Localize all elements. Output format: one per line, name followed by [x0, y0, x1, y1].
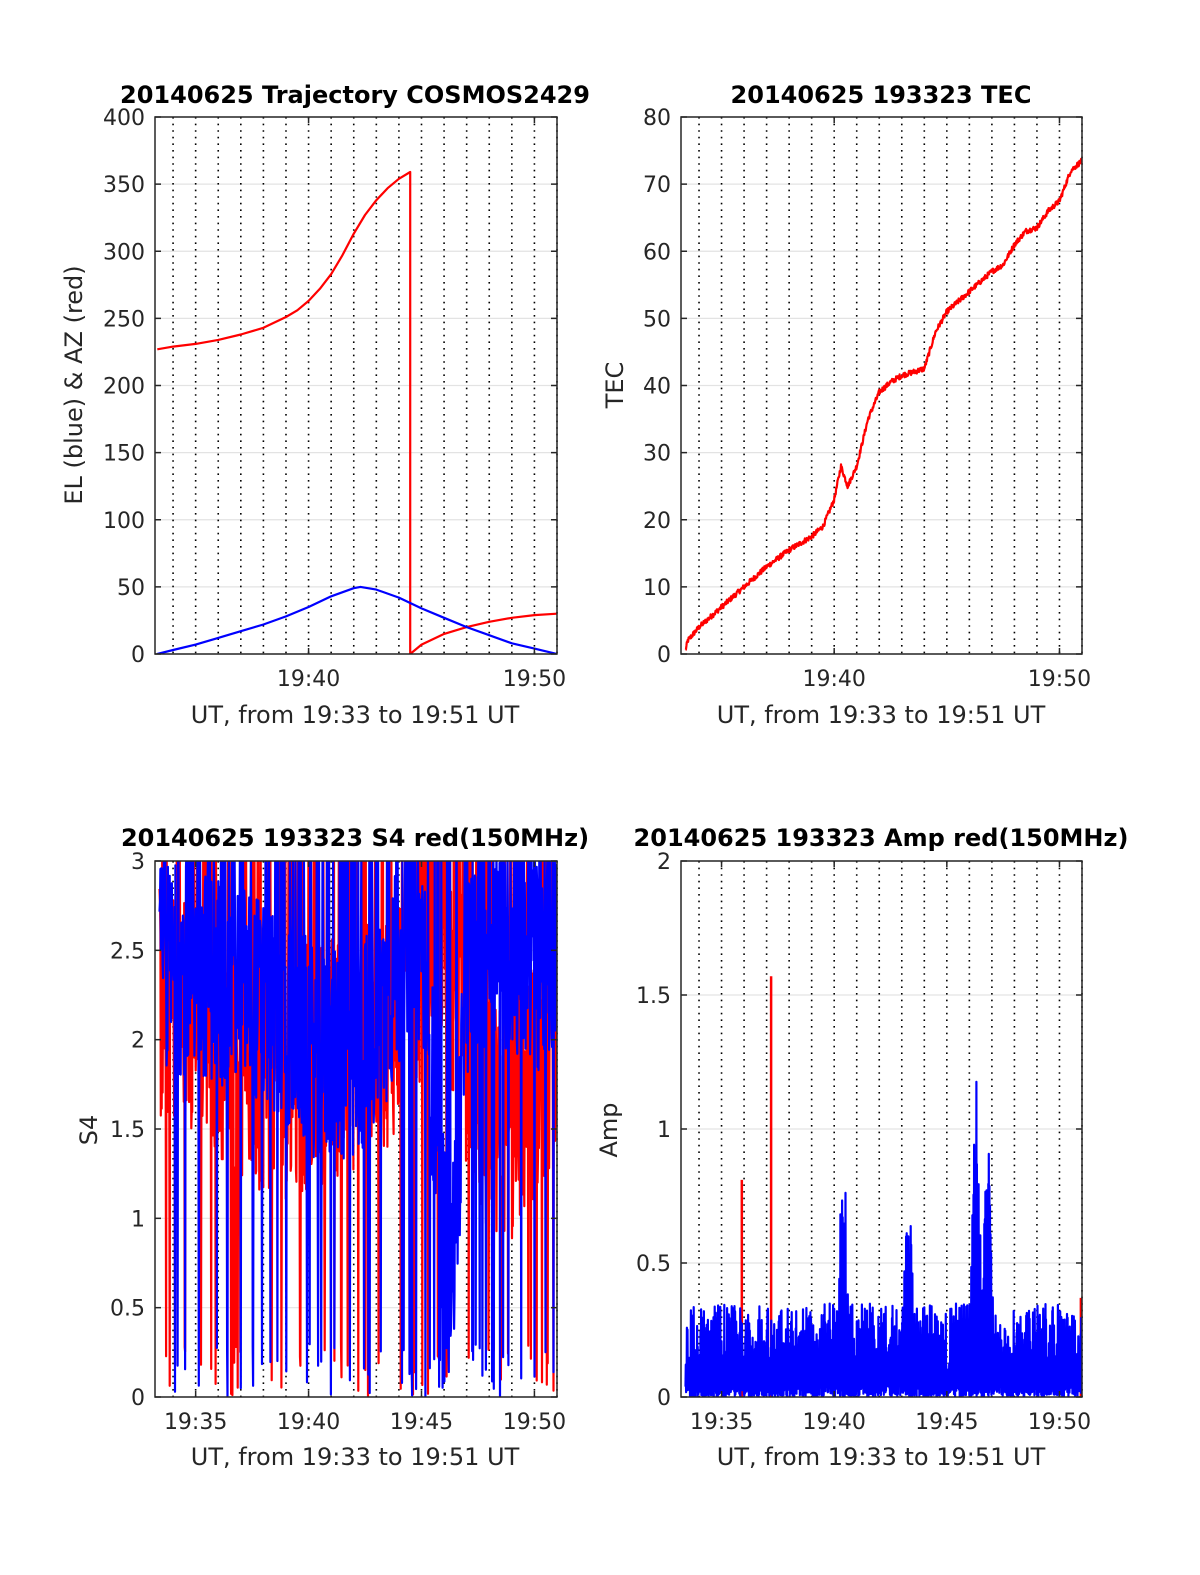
x-axis-label: UT, from 19:33 to 19:51 UT [191, 701, 520, 729]
y-tick-label: 0 [131, 643, 145, 668]
series-line-1 [684, 1080, 1082, 1397]
y-tick-label: 80 [643, 106, 671, 131]
y-axis-label: EL (blue) & AZ (red) [60, 265, 88, 504]
series-group [684, 157, 1082, 651]
y-tick-label: 10 [643, 576, 671, 601]
series-line-1 [158, 861, 557, 1397]
y-tick-label: 1.5 [636, 984, 671, 1009]
x-tick-label: 19:50 [1028, 1410, 1091, 1435]
x-tick-label: 19:40 [277, 1410, 340, 1435]
y-tick-label: 0 [657, 1386, 671, 1411]
y-tick-label: 0.5 [110, 1297, 145, 1322]
series-line-0 [157, 170, 557, 654]
y-tick-label: 2 [657, 850, 671, 875]
y-tick-label: 40 [643, 375, 671, 400]
x-tick-label: 19:45 [915, 1410, 978, 1435]
y-tick-label: 3 [131, 850, 145, 875]
x-tick-label: 19:50 [1028, 667, 1091, 692]
x-tick-label: 19:40 [802, 667, 865, 692]
y-axis-label: S4 [75, 1115, 103, 1146]
y-tick-label: 1 [131, 1207, 145, 1232]
y-tick-label: 150 [103, 442, 145, 467]
y-tick-label: 350 [103, 173, 145, 198]
tec-panel: 20140625 193323 TEC UT, from 19:33 to 19… [601, 81, 1091, 729]
y-tick-label: 30 [643, 442, 671, 467]
y-tick-label: 50 [117, 576, 145, 601]
y-tick-label: 2.5 [110, 939, 145, 964]
s4-panel: 20140625 193323 S4 red(150MHz) UT, from … [75, 824, 589, 1471]
x-axis-label: UT, from 19:33 to 19:51 UT [717, 701, 1046, 729]
y-tick-label: 400 [103, 106, 145, 131]
series-group [158, 861, 557, 1397]
chart-title: 20140625 193323 TEC [731, 81, 1032, 109]
y-tick-label: 0 [131, 1386, 145, 1411]
trajectory-panel: 20140625 Trajectory COSMOS2429 UT, from … [60, 81, 590, 729]
y-tick-label: 50 [643, 307, 671, 332]
series-group [157, 170, 557, 654]
y-tick-label: 200 [103, 375, 145, 400]
chart-title: 20140625 193323 S4 red(150MHz) [121, 824, 589, 852]
y-tick-label: 70 [643, 173, 671, 198]
x-axis-label: UT, from 19:33 to 19:51 UT [717, 1443, 1046, 1471]
y-tick-label: 0 [657, 643, 671, 668]
y-tick-label: 300 [103, 240, 145, 265]
y-tick-label: 100 [103, 509, 145, 534]
y-axis-label: Amp [595, 1102, 623, 1157]
x-tick-label: 19:35 [690, 1410, 753, 1435]
y-tick-label: 250 [103, 307, 145, 332]
y-tick-label: 2 [131, 1029, 145, 1054]
y-tick-label: 60 [643, 240, 671, 265]
chart-title: 20140625 Trajectory COSMOS2429 [120, 81, 590, 109]
x-tick-label: 19:35 [164, 1410, 227, 1435]
x-tick-label: 19:50 [503, 667, 566, 692]
series-group [684, 976, 1082, 1397]
y-tick-label: 1 [657, 1118, 671, 1143]
x-tick-label: 19:40 [802, 1410, 865, 1435]
amp-panel: 20140625 193323 Amp red(150MHz) UT, from… [595, 824, 1128, 1471]
y-tick-label: 1.5 [110, 1118, 145, 1143]
x-tick-label: 19:40 [277, 667, 340, 692]
y-tick-label: 20 [643, 509, 671, 534]
y-axis-label: TEC [601, 362, 629, 410]
x-tick-label: 19:45 [390, 1410, 453, 1435]
series-line-1 [157, 585, 557, 654]
chart-title: 20140625 193323 Amp red(150MHz) [634, 824, 1129, 852]
y-tick-label: 0.5 [636, 1252, 671, 1277]
x-tick-label: 19:50 [503, 1410, 566, 1435]
series-line-0 [684, 157, 1082, 651]
x-axis-label: UT, from 19:33 to 19:51 UT [191, 1443, 520, 1471]
